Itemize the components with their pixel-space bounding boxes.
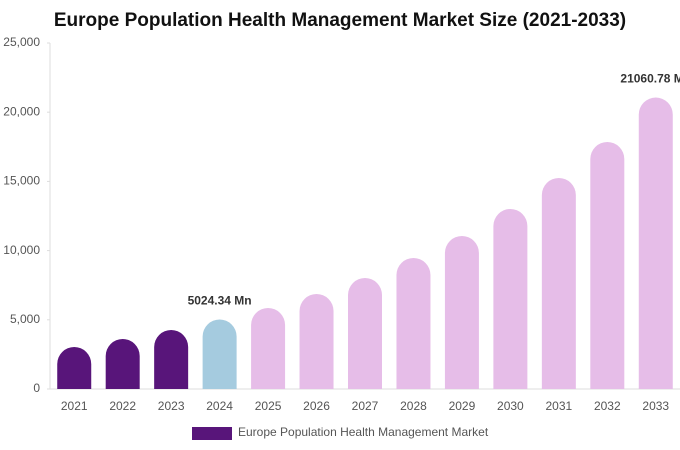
y-tick-label: 10,000 <box>3 243 40 257</box>
x-tick-label: 2023 <box>158 399 185 413</box>
x-tick-label: 2027 <box>352 399 379 413</box>
bar <box>154 330 189 389</box>
bar <box>493 208 528 389</box>
bar <box>57 347 92 389</box>
y-tick-label: 20,000 <box>3 104 40 118</box>
x-tick-label: 2028 <box>400 399 427 413</box>
bar <box>638 97 673 390</box>
legend-label: Europe Population Health Management Mark… <box>238 425 489 439</box>
legend-swatch <box>192 427 232 440</box>
bar <box>541 177 576 389</box>
x-tick-label: 2033 <box>642 399 669 413</box>
bar <box>105 338 140 389</box>
chart-title: Europe Population Health Management Mark… <box>54 10 626 31</box>
x-tick-label: 2021 <box>61 399 88 413</box>
bar <box>348 278 382 389</box>
value-label: 21060.78 Mn <box>620 72 680 86</box>
x-tick-label: 2025 <box>255 399 282 413</box>
x-tick-label: 2026 <box>303 399 330 413</box>
x-tick-label: 2032 <box>594 399 621 413</box>
y-tick-label: 15,000 <box>3 174 40 188</box>
bar <box>251 307 286 389</box>
bar <box>299 294 334 389</box>
x-tick-label: 2030 <box>497 399 524 413</box>
y-tick-label: 0 <box>33 381 40 395</box>
value-label: 5024.34 Mn <box>188 294 252 308</box>
x-tick-label: 2024 <box>206 399 233 413</box>
bar <box>444 235 479 389</box>
y-tick-label: 5,000 <box>10 312 40 326</box>
x-tick-label: 2029 <box>449 399 476 413</box>
y-tick-label: 25,000 <box>3 35 40 49</box>
bar <box>202 319 237 389</box>
x-tick-label: 2022 <box>109 399 136 413</box>
bar <box>396 258 431 389</box>
bar <box>590 141 625 389</box>
x-tick-label: 2031 <box>545 399 572 413</box>
